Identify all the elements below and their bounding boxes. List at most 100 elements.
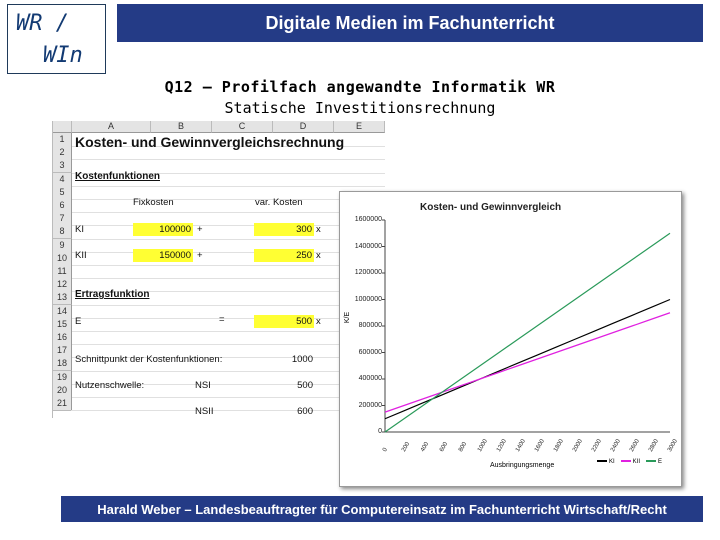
header-bar: Digitale Medien im Fachunterricht (117, 4, 703, 42)
row-header-20[interactable]: 20 (53, 383, 72, 398)
row-gridline (71, 410, 385, 412)
row-header-13[interactable]: 13 (53, 291, 72, 306)
intersection-value[interactable]: 1000 (291, 354, 313, 365)
cost-plus-k2[interactable]: + (197, 250, 203, 261)
row-gridline (71, 291, 385, 293)
revenue-value[interactable]: 500 (254, 315, 314, 328)
col-header-e[interactable]: E (334, 121, 385, 133)
section-cost-functions[interactable]: Kostenfunktionen (75, 171, 160, 182)
cost-x-k1[interactable]: x (316, 224, 321, 235)
chart-y-tick-label: 400000 (358, 375, 382, 382)
row-header-17[interactable]: 17 (53, 344, 72, 359)
row-header-15[interactable]: 15 (53, 317, 72, 332)
chart-series-kii (384, 312, 671, 413)
row-header-16[interactable]: 16 (53, 331, 72, 345)
break-even-nsi-value[interactable]: 500 (297, 380, 313, 391)
cost-var-k2[interactable]: 250 (254, 249, 314, 262)
row-header-12[interactable]: 12 (53, 278, 72, 293)
footer-bar: Harald Weber – Landesbeauftragter für Co… (61, 496, 703, 522)
row-header-7[interactable]: 7 (53, 212, 72, 227)
header-title: Digitale Medien im Fachunterricht (265, 12, 555, 33)
row-gridline (71, 331, 385, 332)
chart-y-tick-label: 1400000 (354, 242, 382, 250)
break-even-label[interactable]: Nutzenschwelle: (75, 380, 145, 391)
chart-legend: KI KII E (597, 459, 662, 465)
row-gridline (71, 199, 385, 200)
legend-swatch (597, 460, 607, 463)
chart-y-tick-label: 1200000 (354, 269, 382, 276)
revenue-label[interactable]: E (75, 316, 82, 327)
row-gridline (71, 185, 385, 187)
slide-subtitle: Statische Investitionsrechnung (224, 99, 496, 117)
row-header-19[interactable]: 19 (53, 370, 72, 385)
section-revenue-function[interactable]: Ertragsfunktion (75, 289, 150, 300)
row-gridline (71, 397, 385, 398)
col-header-b[interactable]: B (151, 121, 212, 133)
chart-y-tick-label: 200000 (358, 401, 382, 409)
row-header-21[interactable]: 21 (53, 397, 72, 411)
row-gridline (71, 265, 385, 266)
logo-line1: WR / (16, 11, 69, 36)
row-header-8[interactable]: 8 (53, 225, 72, 240)
row-gridline (71, 344, 385, 346)
row-header-18[interactable]: 18 (53, 357, 72, 372)
corner-cell[interactable] (53, 121, 72, 133)
cost-fixed-k2[interactable]: 150000 (133, 249, 193, 262)
row-gridline (71, 383, 385, 385)
col-fixed-costs[interactable]: Fixkosten (133, 197, 174, 208)
sheet-title[interactable]: Kosten- und Gewinnvergleichsrechnung (75, 134, 345, 150)
footer-text: Harald Weber – Landesbeauftragter für Co… (97, 501, 667, 517)
col-header-a[interactable]: A (72, 121, 151, 133)
row-gridline (71, 238, 385, 240)
cost-fixed-k1[interactable]: 100000 (133, 223, 193, 236)
cost-x-k2[interactable]: x (316, 250, 321, 261)
chart-y-tick-label: 0 (378, 428, 382, 435)
chart-y-tick-label: 1000000 (354, 295, 382, 303)
row-header-4[interactable]: 4 (53, 172, 72, 187)
row-header-3[interactable]: 3 (53, 159, 72, 174)
cost-var-k1[interactable]: 300 (254, 223, 314, 236)
chart-panel[interactable]: Kosten- und Gewinnvergleich K/E Ausbring… (339, 191, 682, 487)
break-even-nsii-value[interactable]: 600 (297, 406, 313, 417)
break-even-nsii-label[interactable]: NSII (195, 406, 214, 417)
row-header-11[interactable]: 11 (53, 265, 72, 279)
row-header-6[interactable]: 6 (53, 199, 72, 213)
chart-y-tick-label: 1600000 (354, 216, 382, 223)
chart-title: Kosten- und Gewinnvergleich (420, 202, 562, 213)
legend-label: KI (609, 459, 615, 465)
row-gridline (71, 370, 385, 372)
revenue-x[interactable]: x (316, 316, 321, 327)
cost-label-k2[interactable]: KII (75, 250, 87, 261)
chart-plot (382, 219, 671, 433)
break-even-nsi-label[interactable]: NSI (195, 380, 211, 391)
intersection-label[interactable]: Schnittpunkt der Kostenfunktionen: (75, 354, 223, 365)
row-gridline (71, 251, 385, 253)
logo: WR / WIn (7, 4, 106, 74)
cost-label-k1[interactable]: KI (75, 224, 84, 235)
row-header-1[interactable]: 1 (53, 133, 72, 147)
row-gridline (71, 172, 385, 174)
legend-swatch (646, 460, 657, 463)
row-header-2[interactable]: 2 (53, 146, 72, 161)
legend-swatch (620, 460, 631, 463)
row-header-10[interactable]: 10 (53, 251, 72, 266)
slide-title: Q12 – Profilfach angewandte Informatik W… (164, 78, 556, 96)
row-gridline (71, 225, 385, 227)
legend-item-e: E (646, 459, 662, 465)
chart-y-tick-label: 800000 (358, 322, 382, 329)
col-variable-costs[interactable]: var. Kosten (255, 197, 303, 208)
col-header-d[interactable]: D (273, 121, 334, 133)
row-header-14[interactable]: 14 (53, 304, 72, 319)
legend-item-kii: KII (620, 459, 640, 465)
revenue-equals[interactable]: = (219, 314, 225, 325)
chart-series-e (384, 232, 671, 433)
chart-series-ki (384, 298, 671, 420)
col-header-c[interactable]: C (212, 121, 273, 133)
legend-label: E (658, 459, 663, 465)
cost-plus-k1[interactable]: + (197, 224, 203, 235)
row-header-5[interactable]: 5 (53, 185, 72, 200)
row-gridline (71, 159, 385, 161)
chart-axes (384, 220, 670, 433)
row-header-9[interactable]: 9 (53, 238, 72, 253)
row-gridline (71, 146, 385, 148)
